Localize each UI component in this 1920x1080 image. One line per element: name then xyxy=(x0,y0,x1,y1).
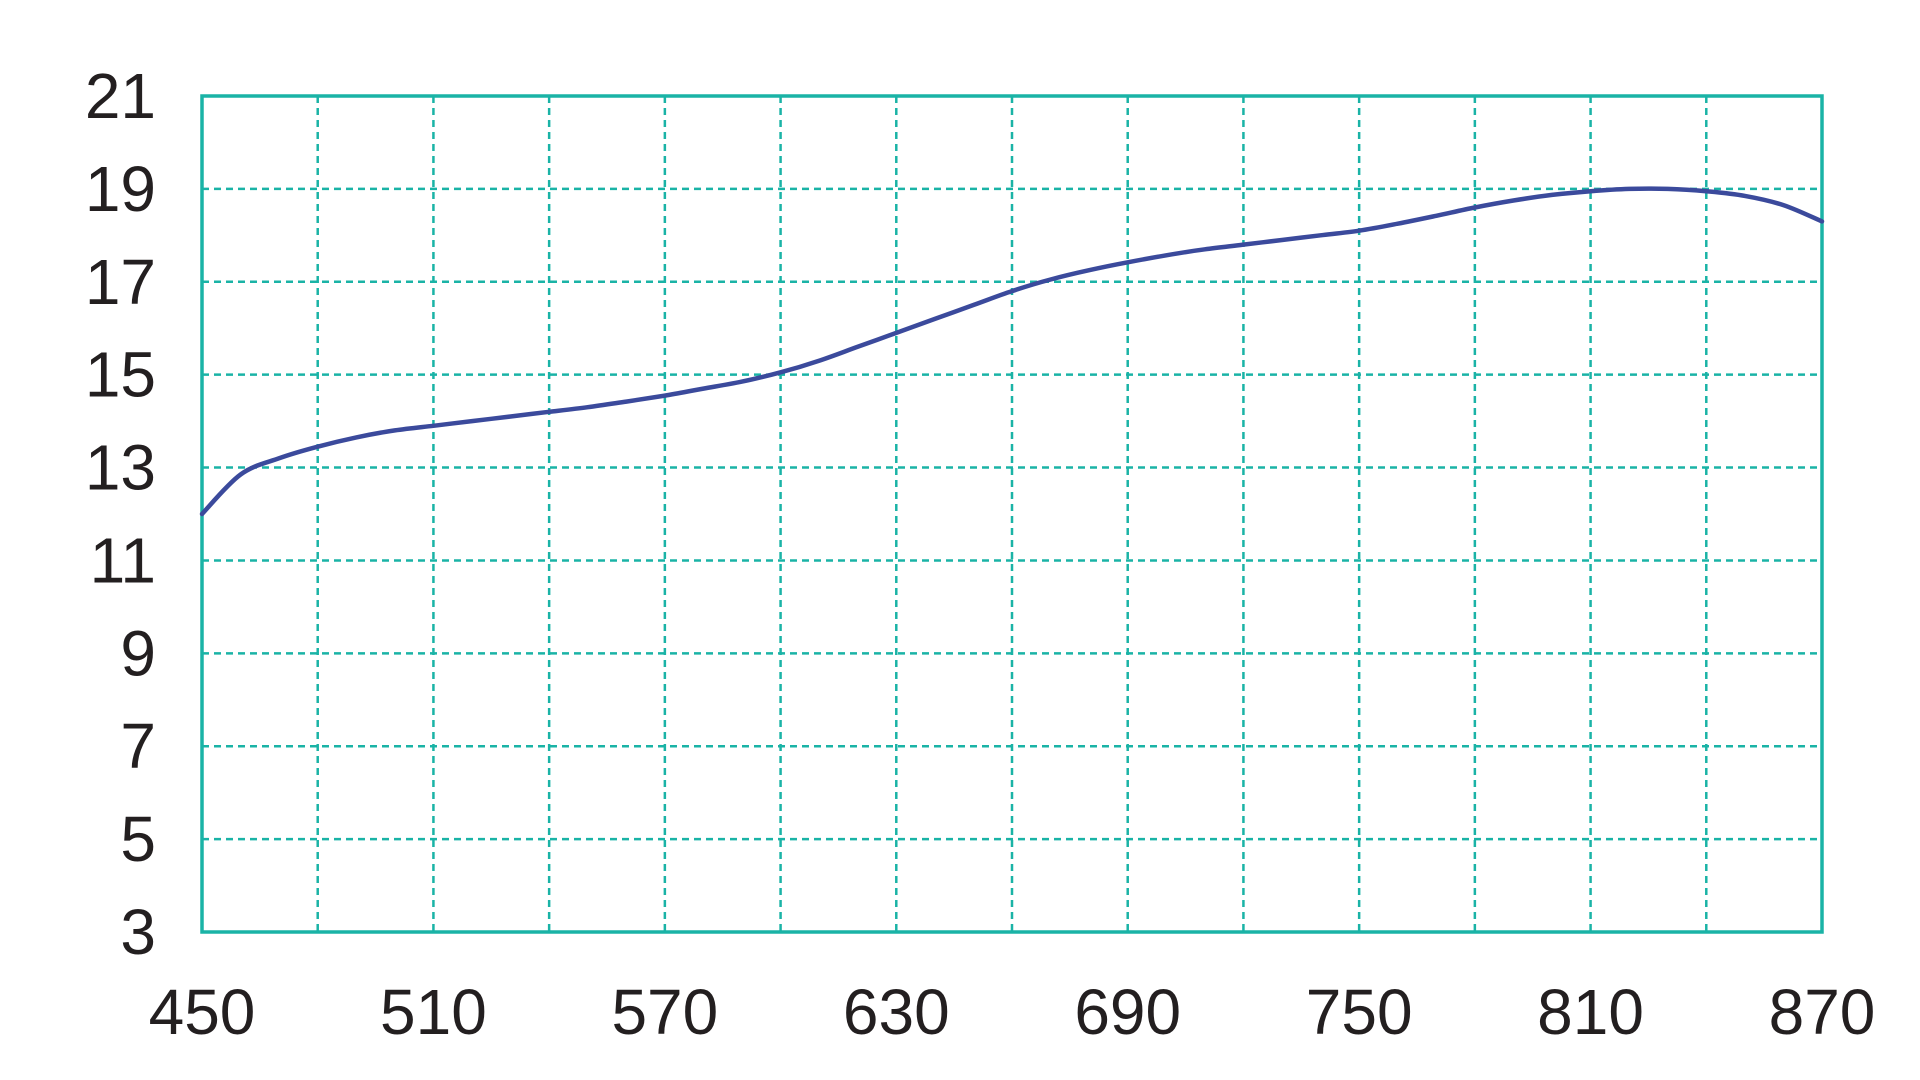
y-axis-tick-labels: 3 5 7 9 11 13 15 17 19 21 xyxy=(85,60,156,968)
x-tick-label: 750 xyxy=(1306,976,1413,1048)
x-tick-label: 630 xyxy=(843,976,950,1048)
y-tick-label: 19 xyxy=(85,153,156,225)
y-tick-label: 15 xyxy=(85,339,156,411)
y-tick-label: 3 xyxy=(120,896,156,968)
y-tick-label: 13 xyxy=(85,432,156,504)
x-tick-label: 510 xyxy=(380,976,487,1048)
grid-lines xyxy=(202,96,1822,932)
x-tick-label: 690 xyxy=(1074,976,1181,1048)
x-axis-tick-labels: 450 510 570 630 690 750 810 870 xyxy=(149,976,1876,1048)
series-line xyxy=(199,186,1825,517)
y-tick-label: 5 xyxy=(120,803,156,875)
x-tick-label: 870 xyxy=(1769,976,1876,1048)
y-tick-label: 7 xyxy=(120,710,156,782)
x-tick-label: 450 xyxy=(149,976,256,1048)
y-tick-label: 11 xyxy=(90,524,156,596)
x-tick-label: 810 xyxy=(1537,976,1644,1048)
y-tick-label: 21 xyxy=(85,60,156,132)
y-tick-label: 9 xyxy=(120,617,156,689)
x-tick-label: 570 xyxy=(611,976,718,1048)
y-tick-label: 17 xyxy=(85,246,156,318)
